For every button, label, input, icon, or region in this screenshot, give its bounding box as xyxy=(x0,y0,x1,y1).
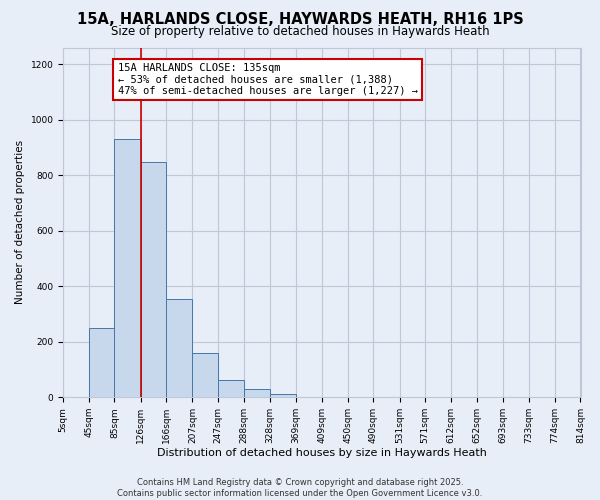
Bar xyxy=(166,298,193,397)
Bar xyxy=(140,162,166,397)
Text: Contains HM Land Registry data © Crown copyright and database right 2025.
Contai: Contains HM Land Registry data © Crown c… xyxy=(118,478,482,498)
Bar xyxy=(218,380,244,397)
Bar xyxy=(270,394,296,397)
Bar xyxy=(193,354,218,397)
Bar xyxy=(115,139,140,397)
Text: Size of property relative to detached houses in Haywards Heath: Size of property relative to detached ho… xyxy=(110,25,490,38)
Bar xyxy=(244,390,270,397)
Bar xyxy=(89,328,115,397)
Text: 15A, HARLANDS CLOSE, HAYWARDS HEATH, RH16 1PS: 15A, HARLANDS CLOSE, HAYWARDS HEATH, RH1… xyxy=(77,12,523,28)
X-axis label: Distribution of detached houses by size in Haywards Heath: Distribution of detached houses by size … xyxy=(157,448,487,458)
Y-axis label: Number of detached properties: Number of detached properties xyxy=(15,140,25,304)
Text: 15A HARLANDS CLOSE: 135sqm
← 53% of detached houses are smaller (1,388)
47% of s: 15A HARLANDS CLOSE: 135sqm ← 53% of deta… xyxy=(118,63,418,96)
